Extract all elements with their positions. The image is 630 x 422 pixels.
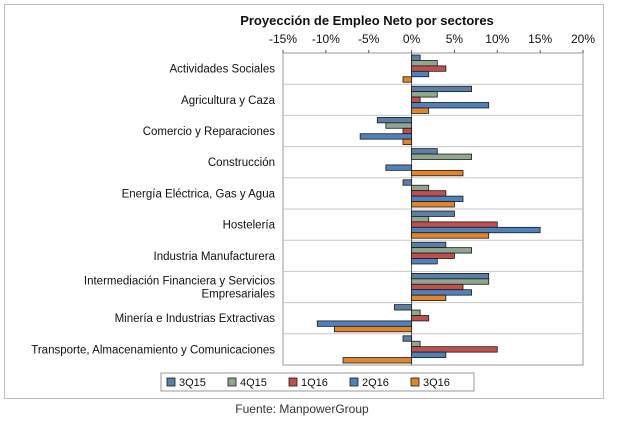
chart-gridlines <box>282 52 584 366</box>
bar-3q15 <box>394 304 412 311</box>
x-tick-label: 20% <box>571 32 595 46</box>
legend-label-3q15: 3Q15 <box>179 377 206 389</box>
legend-label-4q15: 4Q15 <box>240 377 267 389</box>
bar-2q16 <box>411 102 490 109</box>
bar-1q16 <box>411 283 464 291</box>
bar-4q15 <box>411 309 421 316</box>
bar-3q15 <box>402 179 412 186</box>
bar-2q16 <box>411 226 541 234</box>
bar-1q16 <box>411 96 421 103</box>
bar-2q16 <box>411 70 430 78</box>
bar-1q16 <box>411 346 498 353</box>
legend-swatch-4q15 <box>227 377 237 387</box>
chart-title: Proyección de Empleo Neto por sectores <box>240 13 494 28</box>
bar-4q15 <box>411 184 430 192</box>
bar-2q16 <box>359 133 412 140</box>
bar-3q15 <box>411 272 490 280</box>
legend: 3Q15 4Q15 1Q16 2Q16 3Q16 <box>160 372 475 392</box>
category-label: Energía Eléctrica, Gas y Agua <box>122 188 276 200</box>
category-label: Minería e Industrias Extractivas <box>115 313 276 325</box>
bar-3q16 <box>402 138 412 146</box>
category-label: Actividades Sociales <box>170 64 276 76</box>
bar-3q16 <box>342 357 412 364</box>
bar-2q16 <box>385 164 412 171</box>
bar-3q16 <box>411 107 430 114</box>
category-label: Construcción <box>208 157 275 169</box>
bar-4q15 <box>411 278 490 285</box>
bar-4q15 <box>411 216 430 223</box>
legend-label-2q16: 2Q16 <box>362 377 389 389</box>
bar-3q16 <box>411 169 464 177</box>
bar-3q16 <box>411 232 490 239</box>
bar-1q16 <box>411 315 430 322</box>
x-tick-label: 0% <box>403 32 421 46</box>
category-label: Industria Manufacturera <box>154 251 276 263</box>
bar-4q15 <box>411 91 438 98</box>
bar-marks <box>316 54 541 364</box>
bar-4q15 <box>411 247 472 254</box>
category-label: Intermediación Financiera y Servicios Emp… <box>84 276 275 301</box>
legend-box <box>160 372 475 392</box>
bar-2q16 <box>411 195 464 202</box>
bar-1q16 <box>411 190 447 197</box>
bar-3q15 <box>376 117 412 124</box>
legend-swatch-3q16 <box>410 377 420 387</box>
category-label: Comercio y Reparaciones <box>143 126 276 138</box>
legend-label-1q16: 1Q16 <box>301 377 328 389</box>
bar-3q15 <box>402 335 412 342</box>
category-labels: Actividades Sociales Agricultura y Caza Co… <box>31 64 275 357</box>
bar-3q16 <box>411 294 447 302</box>
bar-4q15 <box>411 60 438 67</box>
x-tick-label: -15% <box>269 32 297 46</box>
bar-1q16 <box>402 127 412 135</box>
bar-2q16 <box>411 289 472 296</box>
bar-1q16 <box>411 252 455 259</box>
bar-4q15 <box>385 122 412 129</box>
legend-label-3q16: 3Q16 <box>423 377 450 389</box>
legend-swatch-3q15 <box>166 377 176 387</box>
x-tick-label: 5% <box>446 32 464 46</box>
chart-frame: Proyección de Empleo Neto por sectores -… <box>4 4 604 399</box>
bar-3q15 <box>411 210 455 217</box>
x-tick-label: 10% <box>485 32 509 46</box>
x-tick-label: -10% <box>312 32 340 46</box>
bar-2q16 <box>411 258 438 265</box>
bar-3q15 <box>411 241 447 249</box>
bar-3q16 <box>402 76 412 83</box>
bar-3q16 <box>411 201 455 208</box>
category-label: Transporte, Almacenamiento y Comunicacio… <box>31 344 275 356</box>
bar-3q15 <box>411 54 421 61</box>
bar-1q16 <box>411 221 498 228</box>
category-label: Agricultura y Caza <box>181 95 276 107</box>
bar-2q16 <box>316 320 412 327</box>
bar-3q16 <box>334 325 412 333</box>
x-tick-label: -5% <box>358 32 380 46</box>
legend-swatch-2q16 <box>349 377 359 387</box>
bar-chart: Proyección de Empleo Neto por sectores -… <box>31 13 595 392</box>
bar-3q15 <box>411 148 438 155</box>
bar-4q15 <box>411 153 472 160</box>
bar-2q16 <box>411 351 447 358</box>
bar-4q15 <box>411 340 421 348</box>
legend-swatch-1q16 <box>288 377 298 387</box>
bar-1q16 <box>411 65 447 72</box>
source-note: Fuente: ManpowerGroup <box>235 402 369 416</box>
x-tick-label: 15% <box>528 32 552 46</box>
category-label: Hostelería <box>223 220 276 232</box>
bar-3q15 <box>411 85 472 93</box>
